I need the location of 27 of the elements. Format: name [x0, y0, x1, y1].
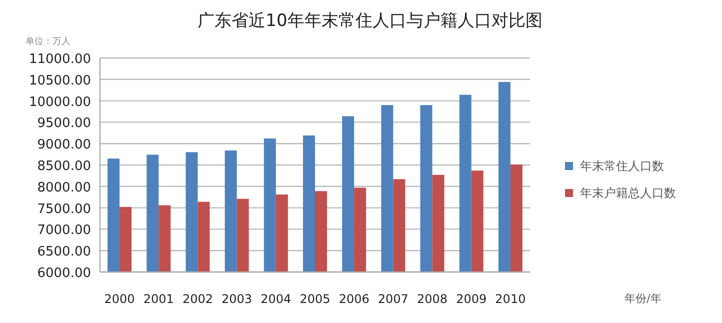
y-tick-label: 9500.00 — [37, 116, 91, 132]
legend-label: 年末常住人口数 — [580, 159, 664, 173]
y-tick-label: 8000.00 — [37, 180, 91, 196]
x-tick-label: 2002 — [182, 292, 213, 306]
x-tick-label: 2009 — [456, 292, 487, 306]
y-tick-label: 6500.00 — [37, 244, 91, 260]
y-tick-label: 6000.00 — [37, 266, 91, 281]
y-tick-label: 7000.00 — [37, 223, 91, 238]
x-tick-label: 2006 — [338, 292, 370, 306]
y-tick-label: 9000.00 — [37, 138, 91, 153]
x-tick-label: 2007 — [378, 292, 408, 306]
y-tick-label: 10000.00 — [28, 94, 91, 110]
x-tick-label: 2010 — [495, 292, 526, 306]
y-tick-label: 8500.00 — [37, 159, 91, 174]
y-tick-label: 11000.00 — [28, 52, 91, 67]
y-tick-label: 10500.00 — [28, 73, 91, 88]
x-tick-label: 2003 — [222, 292, 252, 306]
x-tick-label: 2001 — [143, 292, 174, 306]
y-axis-title: 单位：万人 — [26, 36, 70, 47]
x-tick-label: 2005 — [300, 292, 330, 306]
legend-label: 年末户籍总人口数 — [580, 186, 676, 200]
y-tick-label: 7500.00 — [37, 202, 91, 217]
x-tick-label: 2000 — [104, 292, 135, 306]
text: 年份/年 — [624, 292, 662, 305]
x-tick-label: 2008 — [417, 292, 448, 306]
chart-title: 广东省近10年年末常住人口与户籍人口对比图 — [198, 11, 542, 31]
x-tick-label: 2004 — [260, 292, 292, 306]
